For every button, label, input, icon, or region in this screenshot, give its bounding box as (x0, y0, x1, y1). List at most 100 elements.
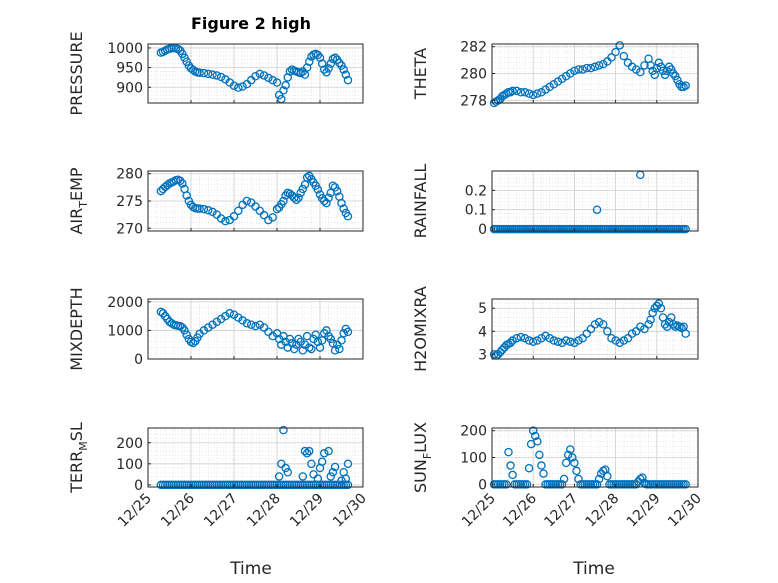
markers (489, 426, 690, 489)
data-point (656, 303, 666, 313)
y-axis-label: AIRTEMP (67, 167, 90, 234)
y-tick-label: 270 (116, 221, 143, 237)
figure-title: Figure 2 high (191, 14, 311, 33)
data-point (524, 463, 534, 473)
data-point (208, 70, 217, 79)
data-point (188, 338, 198, 348)
y-axis-label: THETA (411, 48, 430, 100)
data-point (298, 472, 308, 481)
markers (489, 170, 690, 234)
data-point (545, 333, 554, 343)
data-point (533, 89, 542, 98)
x-label-right: Time (572, 559, 615, 579)
data-point (640, 61, 649, 70)
data-point (268, 75, 277, 85)
data-point (570, 338, 579, 348)
data-point (268, 213, 277, 222)
data-point (259, 210, 269, 220)
data-point (557, 338, 567, 348)
data-point (533, 336, 542, 345)
plot-area (492, 171, 698, 231)
data-point (524, 336, 534, 345)
data-point (343, 75, 353, 85)
data-point (199, 204, 209, 214)
y-tick-label: 282 (460, 40, 487, 56)
data-point (182, 191, 191, 200)
data-point (528, 426, 538, 435)
axes-box (491, 170, 699, 232)
data-point (229, 212, 239, 221)
data-point (255, 69, 265, 79)
data-point (255, 320, 265, 329)
data-point (590, 62, 600, 72)
data-point (566, 445, 575, 454)
data-point (203, 69, 213, 79)
data-point (324, 193, 333, 202)
data-point (279, 86, 288, 95)
data-point (330, 346, 340, 355)
data-point (506, 461, 515, 470)
major-grid (491, 299, 699, 359)
data-point (304, 446, 314, 456)
y-axis-label: RAINFALL (411, 164, 430, 239)
data-point (180, 326, 189, 335)
data-point (535, 450, 544, 460)
plot-area (148, 428, 363, 487)
data-point (654, 58, 664, 68)
data-point (203, 206, 213, 215)
data-point (298, 184, 308, 194)
data-point (343, 327, 353, 337)
data-point (561, 458, 571, 468)
data-point (531, 431, 540, 441)
data-point (522, 480, 532, 489)
data-point (242, 319, 252, 328)
markers (156, 307, 353, 355)
data-point (541, 331, 550, 341)
data-point (524, 89, 534, 98)
data-point (537, 461, 546, 470)
data-point (182, 330, 191, 339)
data-point (549, 336, 559, 345)
data-point (175, 321, 185, 331)
data-point (594, 317, 604, 327)
data-point (332, 186, 342, 196)
data-point (156, 307, 166, 317)
data-point (313, 337, 323, 347)
data-point (557, 480, 567, 489)
y-tick-label: 280 (116, 167, 143, 183)
theta-plot: 282 280 278 THETA (411, 40, 699, 109)
data-point (582, 63, 592, 73)
y-tick-label: 200 (460, 424, 487, 440)
data-point (572, 466, 581, 476)
data-point (246, 320, 256, 329)
data-point (225, 309, 234, 318)
data-point (673, 75, 682, 85)
data-point (277, 459, 286, 469)
y-tick-label: 1000 (107, 41, 143, 57)
data-point (199, 326, 209, 335)
data-point (568, 453, 577, 462)
y-tick-label: 275 (116, 194, 143, 210)
y-tick-label: 0.1 (465, 203, 487, 219)
data-point (528, 337, 538, 346)
data-point (238, 82, 247, 91)
data-point (285, 334, 295, 344)
data-point (664, 317, 674, 327)
data-point (294, 193, 303, 202)
data-point (594, 474, 604, 484)
mixdepth-plot: 2000 1000 0 MIXDEPTH (67, 287, 364, 371)
data-point (287, 339, 297, 348)
data-point (296, 68, 305, 78)
data-point (279, 196, 288, 206)
data-point (603, 472, 612, 481)
y-tick-label: 950 (116, 61, 143, 77)
data-point (307, 344, 316, 354)
data-point (502, 480, 511, 489)
data-point (309, 334, 318, 344)
data-point (574, 65, 583, 74)
data-point (173, 44, 183, 54)
axes-box (491, 298, 699, 360)
data-point (313, 474, 323, 483)
